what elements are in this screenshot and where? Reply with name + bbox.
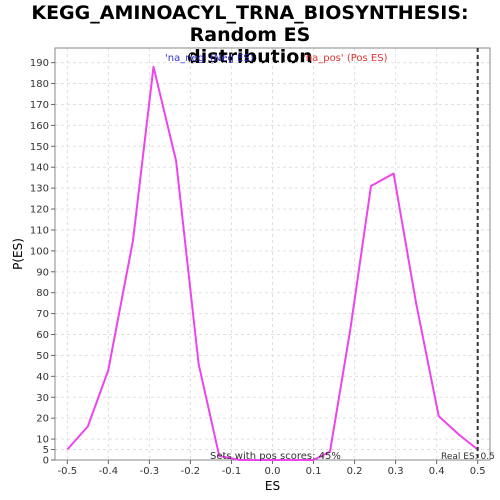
- y-tick-label: 170: [30, 100, 49, 111]
- y-tick-label: 5: [43, 445, 49, 456]
- x-tick-label: -0.2: [181, 466, 201, 477]
- pos-scores-label: Sets with pos scores: 45%: [210, 451, 341, 462]
- x-tick-label: 0.3: [388, 466, 404, 477]
- y-tick-label: 160: [30, 121, 49, 132]
- x-tick-label: -0.4: [99, 466, 119, 477]
- y-tick-label: 30: [36, 393, 49, 404]
- neg-es-label: 'na_neg' (Neg ES): [165, 53, 254, 64]
- x-tick-label: -0.1: [222, 466, 242, 477]
- x-tick-label: 0.1: [306, 466, 322, 477]
- real-es-label: Real ES: 0.5: [441, 452, 495, 462]
- y-tick-label: 130: [30, 184, 49, 195]
- y-tick-label: 180: [30, 79, 49, 90]
- y-tick-label: 0: [43, 456, 49, 467]
- y-tick-label: 110: [30, 225, 49, 236]
- y-tick-label: 40: [36, 372, 49, 383]
- es-distribution-line: [66, 65, 479, 461]
- axis-layer: -0.5 -0.4 -0.3 -0.2 -0.1 0.0 0.1 0.2 0.3 0.4 0.505…: [30, 58, 486, 477]
- y-tick-label: 20: [36, 414, 49, 425]
- y-tick-label: 50: [36, 351, 49, 362]
- y-tick-label: 60: [36, 330, 49, 341]
- x-tick-label: 0.0: [265, 466, 281, 477]
- x-tick-label: -0.5: [58, 466, 78, 477]
- y-tick-label: 100: [30, 246, 49, 257]
- y-tick-label: 90: [36, 267, 49, 278]
- grid-layer: [55, 48, 490, 461]
- x-tick-label: 0.2: [347, 466, 363, 477]
- y-tick-label: 150: [30, 142, 49, 153]
- y-axis-label: P(ES): [11, 238, 25, 270]
- x-axis-label: ES: [265, 479, 280, 493]
- y-tick-label: 120: [30, 205, 49, 216]
- chart-title-line-1: KEGG_AMINOACYL_TRNA_BIOSYNTHESIS: Random…: [31, 2, 469, 46]
- x-tick-label: -0.3: [140, 466, 160, 477]
- y-tick-label: 10: [36, 435, 49, 446]
- y-tick-label: 140: [30, 163, 49, 174]
- y-tick-label: 70: [36, 309, 49, 320]
- series-layer: [66, 48, 479, 461]
- x-tick-label: 0.4: [429, 466, 445, 477]
- y-tick-label: 190: [30, 58, 49, 69]
- x-tick-label: 0.5: [470, 466, 486, 477]
- pos-es-label: 'na_pos' (Pos ES): [303, 53, 388, 64]
- y-tick-label: 80: [36, 288, 49, 299]
- annotation-layer: 'na_neg' (Neg ES) 'na_pos' (Pos ES) Sets…: [165, 53, 495, 462]
